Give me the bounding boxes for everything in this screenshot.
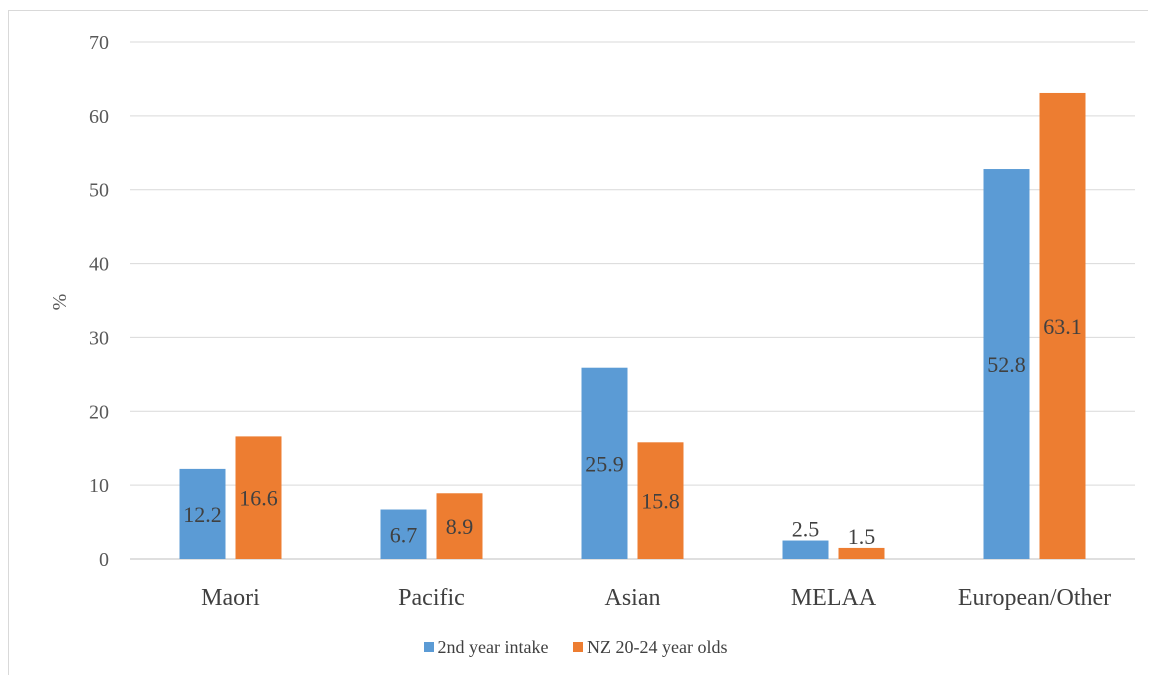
y-tick-label: 70 [89, 32, 109, 54]
data-label: 2.5 [792, 517, 820, 542]
bar [581, 367, 628, 559]
data-label: 25.9 [585, 451, 624, 476]
bar-chart: 0 10 20 30 40 50 60 70 % 12.2 16.6 6.7 8.9 25.9 15.8… [49, 32, 1135, 611]
category-label: MELAA [791, 585, 877, 611]
legend-label-series-1: 2nd year intake [437, 636, 549, 657]
data-label: 15.8 [641, 489, 680, 514]
bar [1039, 92, 1086, 559]
data-label: 12.2 [183, 502, 222, 527]
bars [179, 92, 1086, 559]
legend: 2nd year intake NZ 20-24 year olds [0, 636, 1151, 658]
data-label: 1.5 [848, 524, 876, 549]
bar [436, 493, 483, 559]
bar [380, 509, 427, 559]
data-label: 16.6 [239, 486, 278, 511]
y-tick-label: 60 [89, 106, 109, 128]
bar [983, 169, 1030, 559]
legend-label-series-2: NZ 20-24 year olds [586, 636, 728, 657]
y-tick-label: 30 [89, 327, 109, 349]
data-label: 63.1 [1043, 314, 1082, 339]
bar [782, 540, 829, 559]
data-label: 52.8 [987, 352, 1026, 377]
y-tick-label: 40 [89, 254, 109, 276]
category-label: Maori [201, 585, 260, 611]
data-label: 6.7 [390, 522, 418, 547]
category-label: European/Other [958, 585, 1111, 611]
bar [637, 442, 684, 559]
y-tick-label: 0 [99, 549, 109, 571]
y-axis-label: % [49, 294, 71, 311]
y-tick-label: 10 [89, 475, 109, 497]
bar [179, 468, 226, 559]
chart-frame [8, 10, 1148, 675]
category-labels: Maori Pacific Asian MELAA European/Other [201, 585, 1111, 611]
legend-item-series-1: 2nd year intake [423, 636, 549, 658]
gridlines [130, 41, 1135, 560]
y-tick-label: 50 [89, 180, 109, 202]
category-label: Pacific [398, 585, 465, 611]
data-labels: 12.2 16.6 6.7 8.9 25.9 15.8 2.5 1.5 52.8 63.1 [183, 314, 1082, 549]
data-label: 8.9 [446, 514, 474, 539]
legend-swatch-series-1 [423, 642, 434, 652]
category-label: Asian [605, 585, 661, 611]
bar [235, 436, 282, 559]
legend-item-series-2: NZ 20-24 year olds [572, 636, 728, 658]
y-tick-labels: 0 10 20 30 40 50 60 70 [89, 32, 109, 571]
y-tick-label: 20 [89, 401, 109, 423]
bar [838, 547, 885, 559]
legend-swatch-series-2 [572, 642, 583, 652]
